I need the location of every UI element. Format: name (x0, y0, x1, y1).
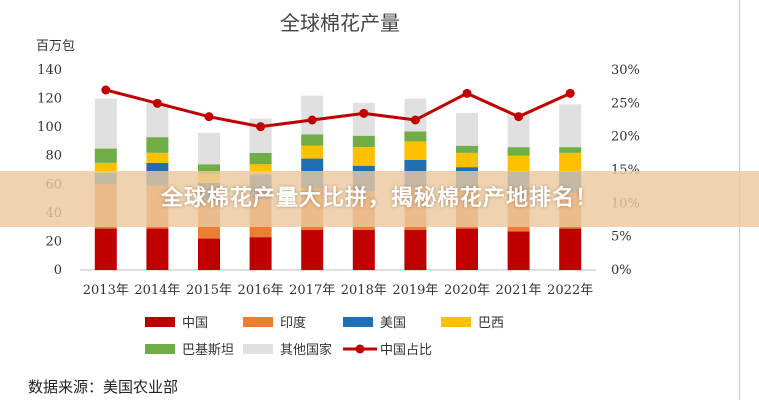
legend-swatch (343, 317, 373, 327)
bar-segment-6 (507, 114, 530, 148)
left-tick-label: 140 (37, 63, 62, 78)
bar-segment-6 (94, 98, 117, 149)
legend-label: 中国 (182, 316, 208, 331)
chart-title: 全球棉花产量 (280, 11, 400, 35)
x-tick-label: 2019年 (392, 283, 438, 298)
x-tick-label: 2017年 (289, 283, 335, 298)
bar-segment-6 (404, 98, 427, 132)
bar-segment-1 (559, 228, 582, 270)
legend-swatch (243, 317, 273, 327)
bar-segment-5 (559, 147, 582, 153)
china-share-point (204, 112, 214, 122)
bar-segment-6 (559, 104, 582, 148)
bar-segment-1 (507, 231, 530, 270)
bar-segment-5 (456, 145, 478, 153)
bar-segment-5 (507, 147, 530, 156)
legend-item-6: 其他国家 (243, 342, 332, 358)
legend-label: 中国占比 (380, 343, 432, 358)
bar-segment-5 (352, 135, 375, 148)
bar-segment-4 (507, 155, 530, 172)
x-tick-label: 2021年 (496, 283, 542, 298)
legend-label: 美国 (380, 316, 406, 331)
china-share-point (565, 88, 575, 98)
legend-label: 巴西 (478, 316, 504, 331)
bar-segment-4 (456, 152, 478, 168)
legend-item-4: 巴西 (441, 316, 504, 331)
china-share-point (256, 122, 266, 132)
x-tick-label: 2014年 (134, 283, 180, 298)
bar-segment-5 (94, 148, 117, 163)
bar-segment-4 (146, 152, 169, 163)
left-axis-unit: 百万包 (36, 39, 75, 54)
bar-segment-5 (249, 152, 272, 165)
x-tick-label: 2022年 (547, 283, 593, 298)
legend-line-marker (355, 344, 365, 354)
legend-swatch (145, 317, 175, 327)
china-share-point (152, 98, 162, 108)
bar-segment-4 (404, 141, 427, 160)
x-tick-label: 2018年 (341, 283, 387, 298)
china-share-point (359, 108, 369, 118)
legend-label: 印度 (280, 315, 306, 331)
bar-segment-5 (146, 137, 169, 153)
legend-swatch (441, 317, 471, 327)
x-tick-label: 2013年 (83, 283, 129, 298)
bar-segment-1 (301, 230, 324, 270)
right-tick-label: 0% (611, 263, 632, 278)
right-tick-label: 5% (611, 230, 632, 245)
china-share-point (462, 88, 472, 98)
bar-segment-6 (198, 132, 220, 165)
source-note: 数据来源：美国农业部 (28, 378, 179, 396)
left-tick-label: 120 (37, 92, 62, 107)
bar-segment-4 (249, 164, 272, 175)
bar-segment-4 (352, 147, 375, 166)
x-tick-label: 2015年 (186, 283, 232, 298)
right-tick-label: 20% (611, 130, 640, 145)
bar-segment-5 (301, 134, 324, 146)
legend-swatch (243, 344, 273, 354)
overlay-banner-text: 全球棉花产量大比拼，揭秘棉花产地排名！ (160, 186, 598, 211)
bar-segment-1 (456, 228, 478, 270)
legend-label: 巴基斯坦 (182, 343, 234, 358)
bar-segment-6 (301, 95, 324, 135)
legend-swatch (145, 344, 175, 354)
china-share-point (101, 85, 111, 95)
bar-segment-5 (198, 164, 220, 175)
bar-segment-6 (352, 102, 375, 136)
right-tick-label: 25% (611, 96, 640, 111)
legend-item-1: 中国 (145, 316, 208, 331)
left-tick-label: 100 (37, 120, 62, 135)
legend-item-5: 巴基斯坦 (145, 343, 234, 358)
china-share-polyline (105, 88, 571, 129)
bar-segment-4 (94, 162, 117, 173)
legend-item-3: 美国 (343, 316, 406, 331)
bar-segment-1 (249, 237, 272, 270)
x-tick-label: 2020年 (444, 283, 490, 298)
bar-segment-1 (352, 230, 375, 270)
right-tick-label: 30% (611, 63, 640, 78)
x-axis-labels: 2013年 2014年 2015年 2016年 2017年 2018年 2019年 2020年… (83, 283, 593, 298)
bar-segment-1 (94, 228, 117, 270)
china-share-line (101, 85, 575, 132)
legend-item-7: 中国占比 (343, 343, 432, 358)
china-share-point (514, 112, 524, 122)
left-tick-label: 0 (54, 263, 62, 278)
overlay-banner (0, 171, 759, 227)
china-share-point (307, 115, 317, 125)
bar-segment-6 (456, 112, 478, 146)
legend-item-2: 印度 (243, 315, 306, 331)
bar-segment-1 (404, 230, 427, 270)
bar-segment-5 (404, 131, 427, 142)
china-share-point (410, 115, 420, 125)
x-tick-label: 2016年 (238, 283, 284, 298)
bar-segment-4 (301, 145, 324, 159)
bar-segment-1 (198, 238, 220, 270)
bar-segment-1 (146, 228, 169, 270)
legend-label: 其他国家 (280, 342, 332, 358)
bar-segment-4 (559, 152, 582, 172)
left-tick-label: 20 (45, 234, 62, 249)
bar-segment-6 (146, 102, 169, 138)
left-tick-label: 80 (45, 149, 62, 164)
